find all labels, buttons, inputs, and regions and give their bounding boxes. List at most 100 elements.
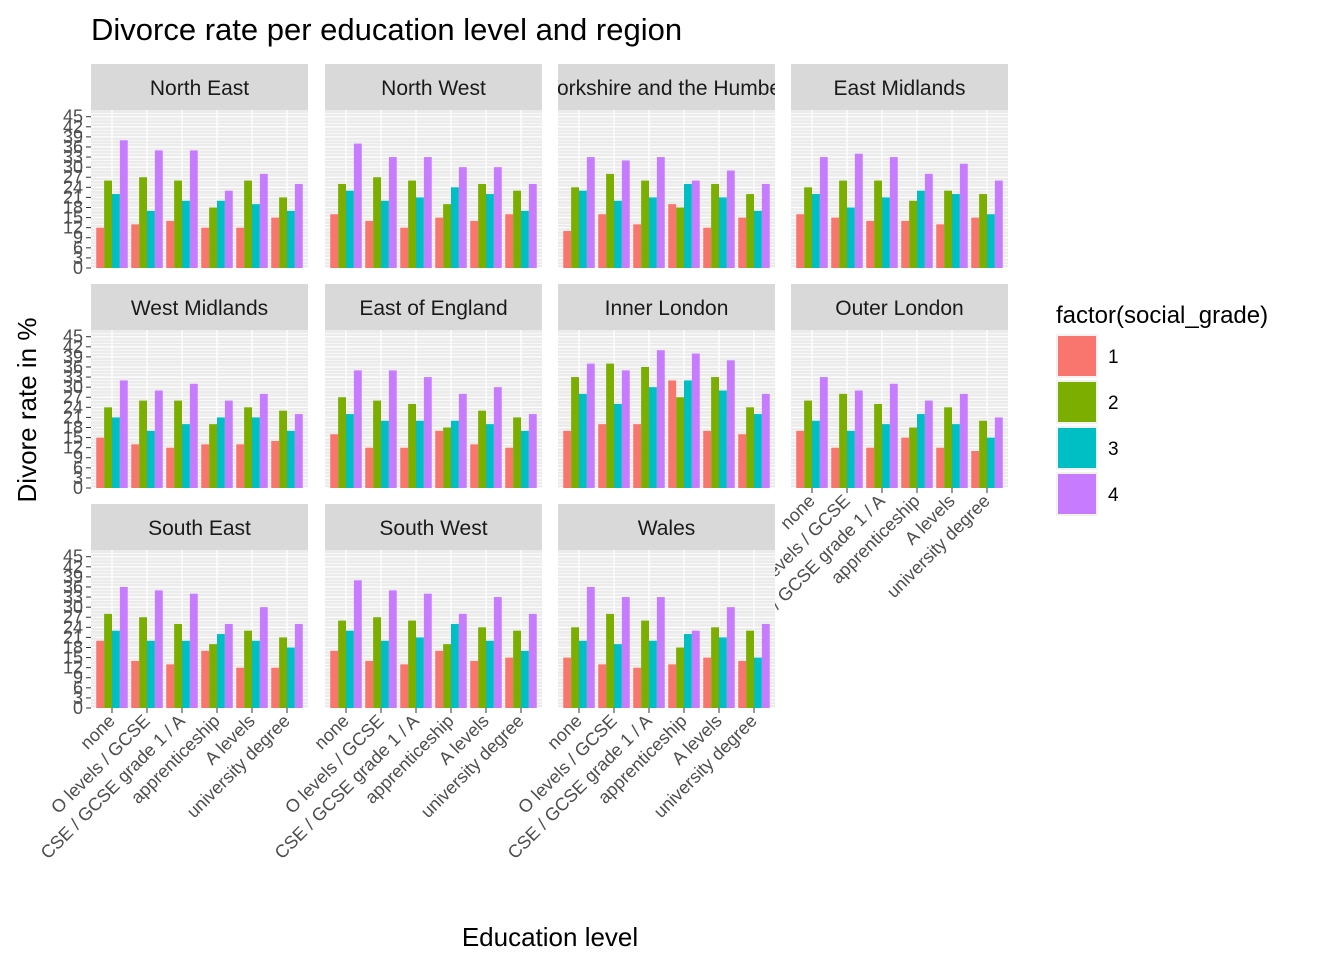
bar xyxy=(443,204,451,268)
bar xyxy=(174,180,182,268)
bar xyxy=(182,640,190,708)
bar xyxy=(287,430,295,488)
bar xyxy=(294,414,303,488)
bar xyxy=(563,430,572,488)
bar xyxy=(641,366,649,488)
panel-4: West Midlands036912151821242730333639424… xyxy=(63,284,308,498)
bar xyxy=(917,190,925,268)
bar xyxy=(104,407,112,488)
bar xyxy=(294,183,303,268)
bar xyxy=(486,640,494,708)
y-tick-label: 3 xyxy=(73,688,83,708)
bar xyxy=(486,194,494,268)
y-tick-label: 21 xyxy=(63,627,83,647)
bar xyxy=(252,204,260,268)
bar xyxy=(373,617,381,708)
y-tick-label: 30 xyxy=(63,597,83,617)
bar xyxy=(579,190,587,268)
bar xyxy=(633,667,642,708)
bar xyxy=(373,400,381,488)
bar xyxy=(719,197,727,268)
bar xyxy=(443,644,451,708)
bar xyxy=(649,197,657,268)
bar xyxy=(614,403,622,488)
bar xyxy=(435,650,444,708)
panel-3: East Midlands xyxy=(791,64,1008,269)
y-tick-label: 42 xyxy=(63,557,83,577)
bar xyxy=(478,627,486,708)
bar xyxy=(505,214,514,268)
facet-label: Wales xyxy=(638,517,696,540)
bar xyxy=(621,597,630,708)
bar xyxy=(470,444,479,488)
bar xyxy=(854,390,863,488)
y-tick-label: 33 xyxy=(63,147,83,167)
y-tick-label: 39 xyxy=(63,127,83,147)
bar xyxy=(104,613,112,708)
y-tick-label: 12 xyxy=(63,438,83,458)
facet-strip xyxy=(91,504,308,550)
bar xyxy=(244,407,252,488)
bar xyxy=(621,160,630,268)
bar xyxy=(649,640,657,708)
bar xyxy=(676,397,684,488)
bar xyxy=(478,183,486,268)
y-tick-label: 15 xyxy=(63,428,83,448)
bar xyxy=(217,417,225,488)
bar xyxy=(847,430,855,488)
bar xyxy=(959,163,968,268)
facet-strip xyxy=(791,284,1008,330)
bar xyxy=(979,194,987,268)
bar xyxy=(330,434,339,488)
bar xyxy=(443,427,451,488)
facet-label: South West xyxy=(379,517,487,540)
bar xyxy=(711,377,719,488)
y-tick-label: 24 xyxy=(63,617,83,637)
bar xyxy=(470,220,479,268)
y-tick-label: 45 xyxy=(63,107,83,127)
bar xyxy=(244,180,252,268)
bar xyxy=(649,387,657,488)
bar xyxy=(470,660,479,708)
facet-label: North East xyxy=(150,77,249,100)
bar xyxy=(726,360,735,488)
y-tick-label: 12 xyxy=(63,218,83,238)
bar xyxy=(812,420,820,488)
bar xyxy=(112,417,120,488)
bar xyxy=(373,177,381,268)
bar xyxy=(365,220,374,268)
bar xyxy=(754,210,762,268)
bar xyxy=(271,667,280,708)
legend-swatch xyxy=(1058,474,1096,514)
bar xyxy=(423,593,432,708)
bar xyxy=(598,214,607,268)
bar xyxy=(924,400,933,488)
bar xyxy=(656,597,665,708)
bar xyxy=(353,143,362,268)
bar xyxy=(513,190,521,268)
bar xyxy=(847,207,855,268)
bar xyxy=(691,353,700,488)
bar xyxy=(400,664,409,708)
bar xyxy=(139,177,147,268)
bar xyxy=(182,424,190,488)
bar xyxy=(217,200,225,268)
bar xyxy=(621,370,630,488)
bar xyxy=(528,183,537,268)
y-tick-label: 18 xyxy=(63,417,83,437)
bar xyxy=(505,657,514,708)
bar xyxy=(493,597,502,708)
bar xyxy=(839,180,847,268)
panel-8: South East0369121518212427303336394245no… xyxy=(37,504,308,863)
bar xyxy=(901,220,910,268)
bar xyxy=(131,660,140,708)
bar xyxy=(633,424,642,488)
bar xyxy=(259,173,268,268)
bar xyxy=(338,620,346,708)
bar xyxy=(924,173,933,268)
y-tick-label: 12 xyxy=(63,658,83,678)
y-tick-label: 45 xyxy=(63,547,83,567)
bar xyxy=(423,377,432,488)
